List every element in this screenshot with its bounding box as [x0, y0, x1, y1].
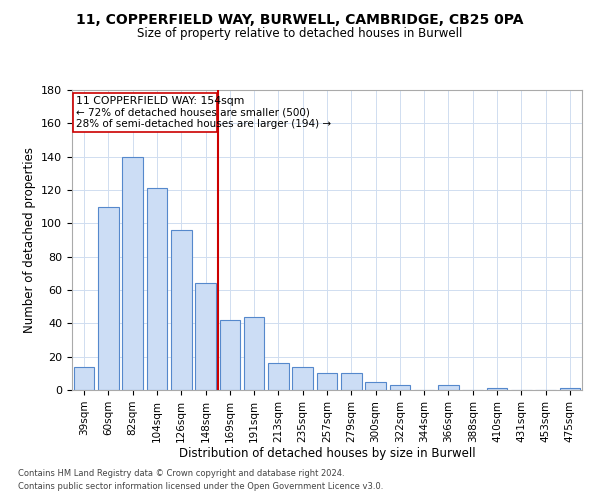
Bar	[268, 364, 289, 390]
Text: ← 72% of detached houses are smaller (500): ← 72% of detached houses are smaller (50…	[76, 108, 310, 118]
Bar	[171, 230, 191, 390]
Bar	[220, 320, 240, 390]
Bar	[74, 366, 94, 390]
Bar	[244, 316, 265, 390]
Bar	[292, 366, 313, 390]
Bar	[146, 188, 167, 390]
Bar	[438, 385, 459, 390]
X-axis label: Distribution of detached houses by size in Burwell: Distribution of detached houses by size …	[179, 448, 475, 460]
Bar	[560, 388, 580, 390]
Text: 28% of semi-detached houses are larger (194) →: 28% of semi-detached houses are larger (…	[76, 119, 331, 129]
Text: Contains HM Land Registry data © Crown copyright and database right 2024.: Contains HM Land Registry data © Crown c…	[18, 468, 344, 477]
Bar	[317, 374, 337, 390]
Bar	[389, 385, 410, 390]
Bar	[341, 374, 362, 390]
Bar	[195, 284, 216, 390]
Bar	[487, 388, 508, 390]
Text: 11, COPPERFIELD WAY, BURWELL, CAMBRIDGE, CB25 0PA: 11, COPPERFIELD WAY, BURWELL, CAMBRIDGE,…	[76, 12, 524, 26]
Bar	[365, 382, 386, 390]
FancyBboxPatch shape	[73, 94, 217, 132]
Text: Contains public sector information licensed under the Open Government Licence v3: Contains public sector information licen…	[18, 482, 383, 491]
Text: Size of property relative to detached houses in Burwell: Size of property relative to detached ho…	[137, 28, 463, 40]
Bar	[122, 156, 143, 390]
Text: 11 COPPERFIELD WAY: 154sqm: 11 COPPERFIELD WAY: 154sqm	[76, 96, 244, 106]
Bar	[98, 206, 119, 390]
Y-axis label: Number of detached properties: Number of detached properties	[23, 147, 35, 333]
